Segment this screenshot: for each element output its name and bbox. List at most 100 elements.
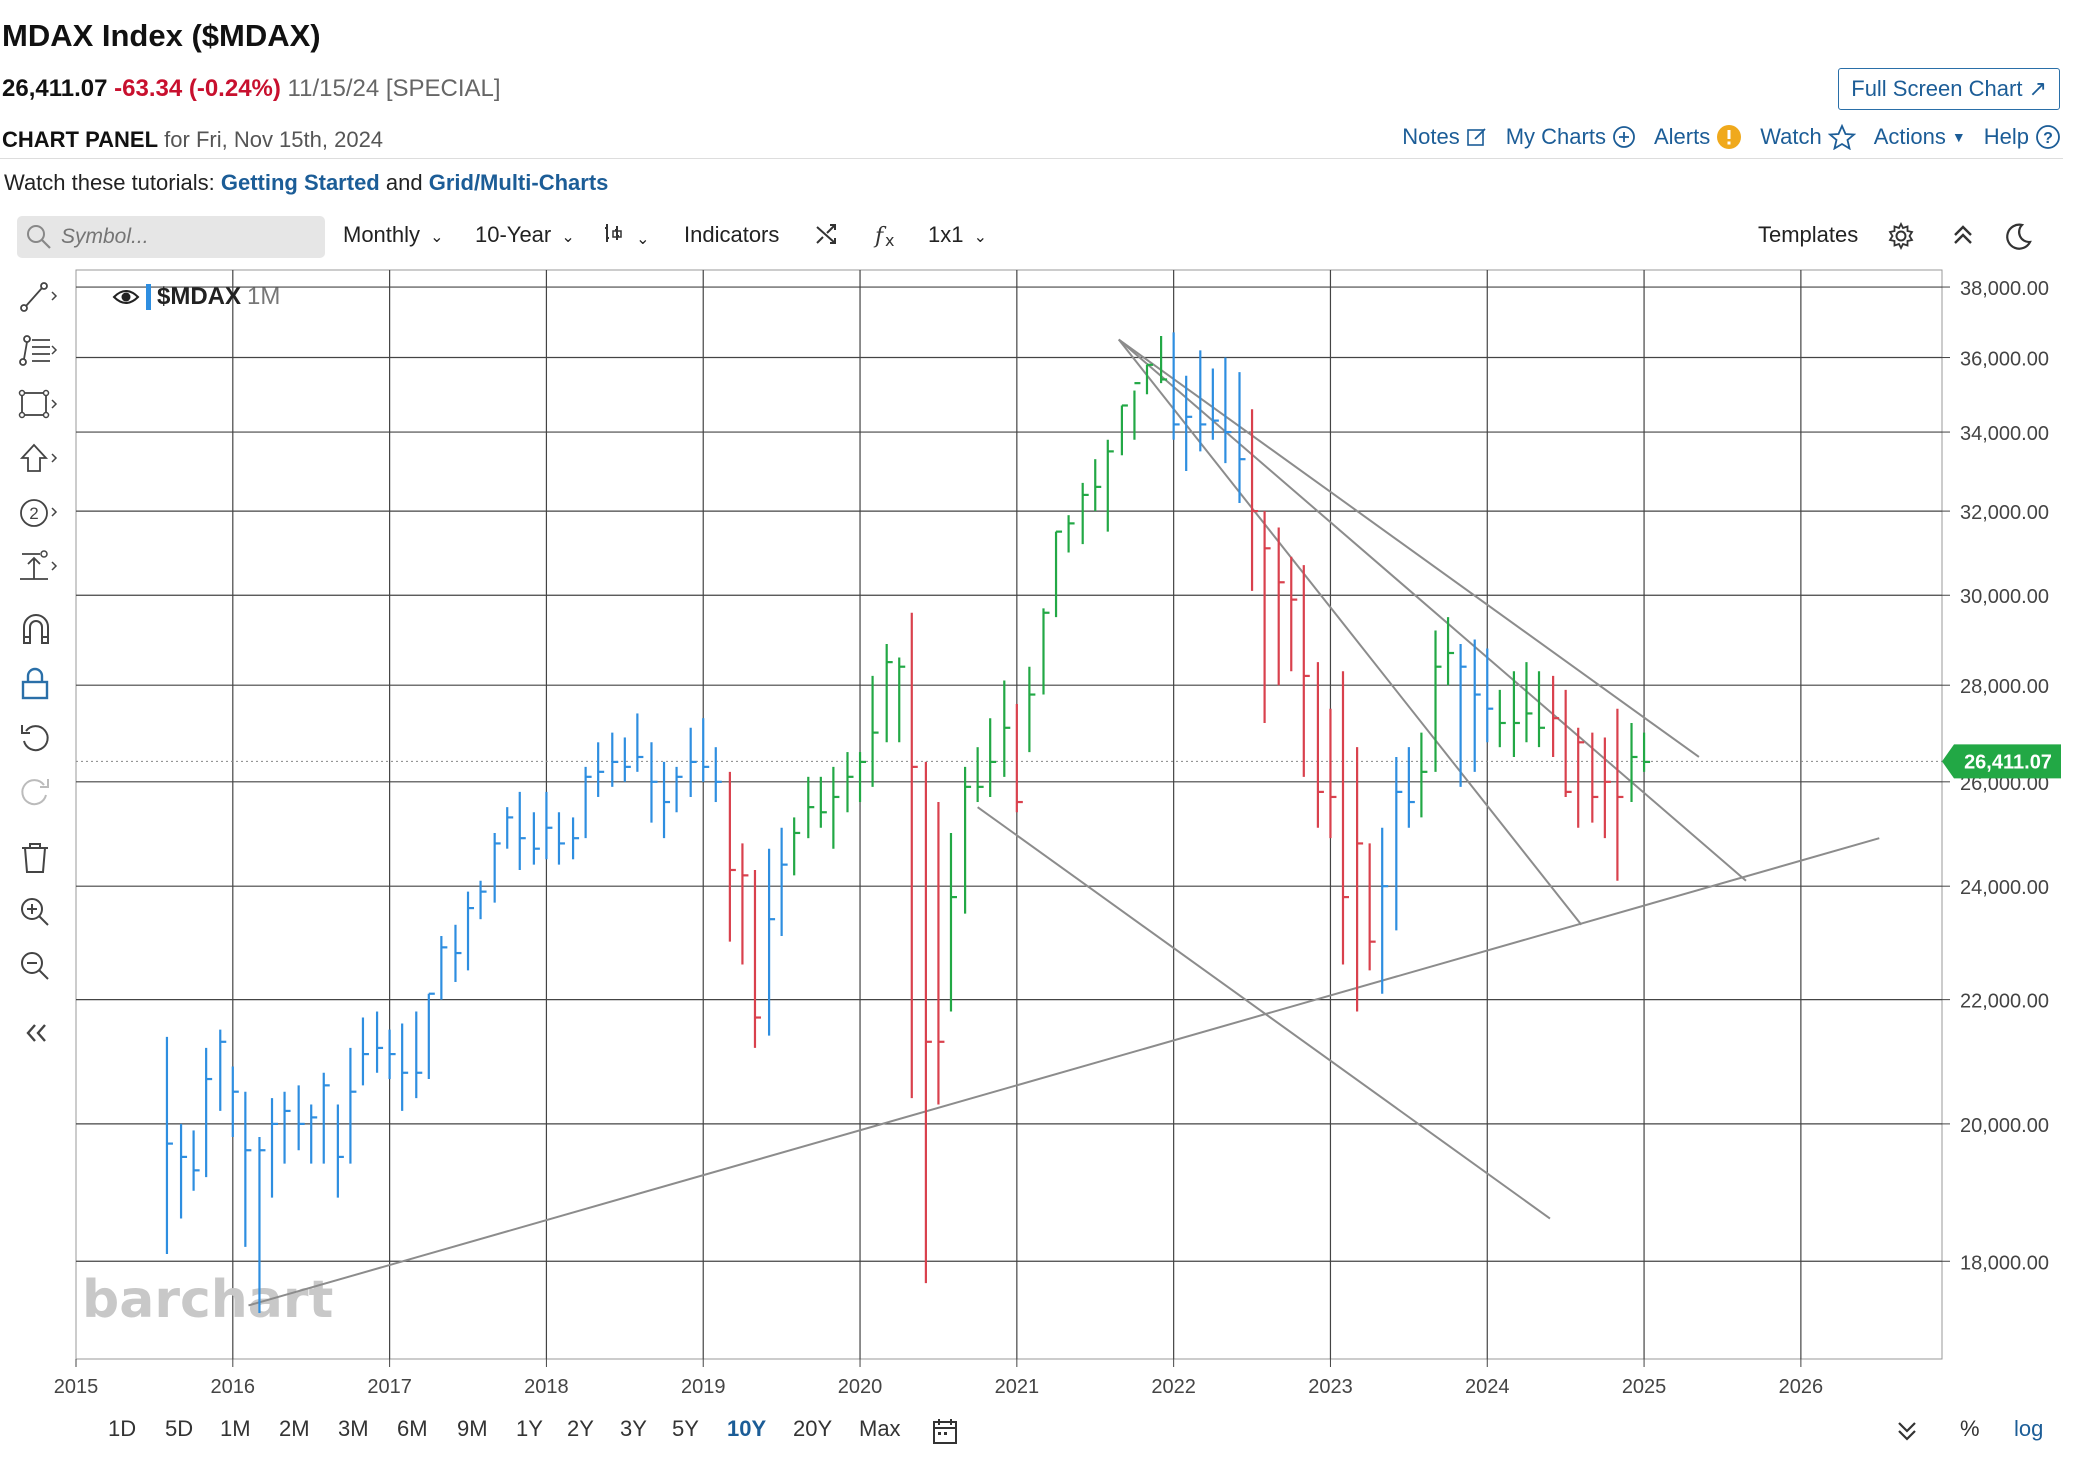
ohlc-bar xyxy=(388,1029,396,1080)
arrow-up-right-icon: ↗ xyxy=(2028,76,2047,101)
range-button-max[interactable]: Max xyxy=(859,1416,901,1441)
trendline[interactable] xyxy=(1118,338,1747,882)
trendline[interactable] xyxy=(977,806,1551,1220)
trendline[interactable] xyxy=(1118,338,1700,758)
range-dropdown[interactable]: 10-Year ⌄ xyxy=(475,222,575,248)
chart-type-dropdown[interactable]: ⌄ xyxy=(602,222,650,250)
full-screen-chart-button[interactable]: Full Screen Chart ↗ xyxy=(1838,68,2060,110)
double-chevron-down-icon[interactable] xyxy=(1894,1418,1920,1444)
ohlc-bar xyxy=(1145,363,1153,395)
range-button-2m[interactable]: 2M xyxy=(279,1416,310,1441)
ohlc-bar xyxy=(1081,482,1089,545)
ohlc-bar xyxy=(479,880,487,920)
y-tick-label: 38,000.00 xyxy=(1960,278,2049,300)
plot-frame xyxy=(75,269,1943,1360)
ohlc-bar xyxy=(1498,689,1506,748)
redo-icon[interactable] xyxy=(18,775,58,809)
watch-link[interactable]: Watch xyxy=(1760,124,1856,150)
collapse-toolbar-button[interactable] xyxy=(1951,222,1975,254)
templates-button[interactable]: Templates xyxy=(1758,222,1858,248)
price-chart[interactable]: barchart 18,000.00 20,000.00 22,000.00 24,0… xyxy=(0,262,2083,1407)
ohlc-bar xyxy=(283,1091,291,1164)
alerts-link[interactable]: Alerts xyxy=(1654,124,1742,150)
ohlc-bar xyxy=(1224,357,1232,464)
ohlc-bar xyxy=(1459,643,1467,787)
arrow-up-tool-icon[interactable] xyxy=(18,442,58,476)
lock-icon[interactable] xyxy=(18,667,58,701)
ohlc-bar xyxy=(244,1091,252,1247)
log-toggle[interactable]: log xyxy=(2014,1416,2044,1441)
layout-dropdown[interactable]: 1x1 ⌄ xyxy=(928,222,987,248)
actions-menu[interactable]: Actions ▼ xyxy=(1874,124,1966,150)
ohlc-bar xyxy=(871,675,879,787)
numbered-marker-tool-icon[interactable]: 2 xyxy=(18,496,58,530)
range-button-5d[interactable]: 5D xyxy=(165,1416,194,1441)
ohlc-bar xyxy=(597,742,605,797)
trendline[interactable] xyxy=(1117,338,1583,926)
ohlc-bar xyxy=(205,1047,213,1178)
dark-mode-button[interactable] xyxy=(2003,222,2033,258)
rectangle-tool-icon[interactable] xyxy=(18,388,58,422)
tutorials-and: and xyxy=(385,170,423,195)
range-button-3y[interactable]: 3Y xyxy=(620,1416,647,1441)
range-button-9m[interactable]: 9M xyxy=(457,1416,488,1441)
ohlc-bar xyxy=(858,752,867,803)
y-tick-label: 22,000.00 xyxy=(1960,991,2049,1013)
period-dropdown[interactable]: Monthly ⌄ xyxy=(343,222,444,248)
range-button-5y[interactable]: 5Y xyxy=(672,1416,699,1441)
settings-button[interactable] xyxy=(1887,221,1915,256)
undo-icon[interactable] xyxy=(18,721,58,755)
magnet-icon[interactable] xyxy=(18,613,58,647)
range-button-6m[interactable]: 6M xyxy=(397,1416,428,1441)
indicators-label: Indicators xyxy=(684,222,780,247)
ohlc-bar xyxy=(322,1072,330,1164)
ohlc-bar xyxy=(1054,530,1063,618)
eye-icon[interactable] xyxy=(112,287,140,307)
calendar-icon[interactable] xyxy=(932,1417,958,1445)
zoom-out-icon[interactable] xyxy=(18,949,58,983)
grid-multi-charts-link[interactable]: Grid/Multi-Charts xyxy=(428,170,609,195)
collapse-sidebar-icon[interactable] xyxy=(18,1016,58,1050)
ohlc-bar xyxy=(493,832,501,903)
plus-circle-icon xyxy=(1613,126,1635,148)
ohlc-bar xyxy=(1015,703,1023,813)
ohlc-bar xyxy=(1434,630,1442,772)
range-button-1d[interactable]: 1D xyxy=(108,1416,137,1441)
compare-button[interactable] xyxy=(814,222,840,254)
y-tick-label: 36,000.00 xyxy=(1960,349,2049,371)
x-tick-label: 2024 xyxy=(1465,1376,1510,1398)
trendline[interactable] xyxy=(248,837,1880,1307)
ohlc-bar xyxy=(1446,617,1455,686)
symbol-input[interactable] xyxy=(59,224,313,250)
ohlc-bar xyxy=(1160,335,1168,384)
y-tick-label: 34,000.00 xyxy=(1960,423,2049,445)
range-button-3m[interactable]: 3M xyxy=(338,1416,369,1441)
ohlc-bar xyxy=(898,657,906,743)
my-charts-link[interactable]: My Charts xyxy=(1506,124,1636,150)
ohlc-bar xyxy=(219,1029,227,1111)
range-button-2y[interactable]: 2Y xyxy=(567,1416,594,1441)
ohlc-bar xyxy=(401,1023,409,1111)
trendline-tool-icon[interactable] xyxy=(18,280,58,314)
fibonacci-tool-icon[interactable] xyxy=(18,334,58,368)
getting-started-link[interactable]: Getting Started xyxy=(220,170,380,195)
y-tick-label: 24,000.00 xyxy=(1960,877,2049,899)
zoom-in-icon[interactable] xyxy=(18,895,58,929)
notes-link[interactable]: Notes xyxy=(1402,124,1487,150)
ohlc-bar xyxy=(1407,747,1415,828)
price-range-tool-icon[interactable] xyxy=(18,550,58,584)
help-icon: ? xyxy=(2036,125,2060,149)
ohlc-bar xyxy=(636,713,644,772)
ohlc-bar xyxy=(1486,648,1494,743)
percent-toggle[interactable]: % xyxy=(1960,1416,1980,1441)
help-link[interactable]: Help ? xyxy=(1984,124,2061,150)
indicators-button[interactable]: Indicators xyxy=(684,222,779,248)
symbol-search[interactable] xyxy=(17,216,325,258)
range-button-10y[interactable]: 10Y xyxy=(727,1416,767,1441)
range-button-1m[interactable]: 1M xyxy=(220,1416,251,1441)
chart-panel-title: CHART PANEL xyxy=(2,127,159,152)
trash-icon[interactable] xyxy=(18,841,58,875)
range-button-1y[interactable]: 1Y xyxy=(516,1416,543,1441)
range-button-20y[interactable]: 20Y xyxy=(793,1416,833,1441)
